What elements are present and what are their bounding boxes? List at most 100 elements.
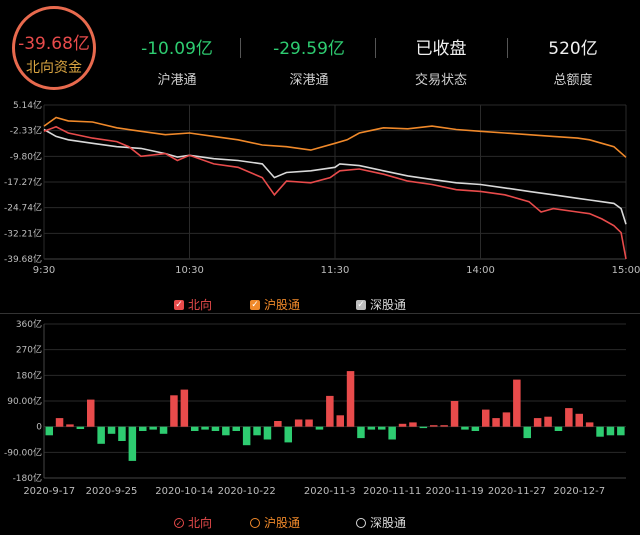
y-tick-label: -90.00亿 [4, 446, 42, 458]
bar [398, 423, 407, 427]
x-tick-label: 9:30 [33, 265, 55, 276]
intraday-flow-line-chart: 5.14亿 -2.33亿 -9.80亿 -17.27亿 -24.74亿 -32.21亿 -3… [4, 99, 640, 276]
x-tick-label: 2020-11-19 [425, 486, 483, 497]
y-tick-label: -39.68亿 [4, 253, 42, 265]
bar [294, 419, 303, 427]
bar [482, 409, 490, 427]
x-tick-label: 2020-11-11 [363, 486, 421, 497]
x-tick-label: 2020-11-3 [304, 486, 356, 497]
bar [357, 426, 365, 439]
bar [346, 371, 355, 427]
legend-label: 北向 [188, 298, 213, 312]
x-tick-label: 2020-10-22 [218, 486, 276, 497]
bar [378, 426, 386, 430]
legend-bar-sz[interactable]: 深股通 [356, 514, 406, 531]
legend-sz[interactable]: ✓ 深股通 [356, 296, 406, 313]
total-quota-label: 总额度 [553, 73, 593, 88]
x-tick-label: 2020-12-7 [553, 486, 605, 497]
y-tick-label: -24.74亿 [4, 202, 42, 214]
bar [263, 426, 272, 440]
bar [585, 422, 594, 427]
radio-icon [250, 517, 260, 528]
bar [191, 426, 199, 431]
bar [45, 426, 53, 436]
legend-bar-north[interactable]: ✓ 北向 [174, 514, 212, 531]
trade-status-stat: 已收盘 交易状态 [386, 34, 496, 88]
bar [242, 426, 251, 446]
bar [502, 412, 511, 427]
series-line-0 [43, 125, 627, 260]
legend-sh[interactable]: ✓ 沪股通 [250, 296, 300, 313]
bar [430, 425, 438, 427]
daily-flow-bar-chart: 360亿 270亿 180亿 90.00亿 0 -90.00亿 -180亿 2020-9-17… [4, 318, 626, 497]
divider [507, 38, 508, 58]
north-flow-circle[interactable]: -39.68亿 北向资金 [12, 6, 96, 90]
bar [159, 426, 168, 434]
bar [139, 426, 147, 431]
bar [326, 395, 334, 427]
x-tick-label: 2020-11-27 [488, 486, 546, 497]
bar [87, 399, 95, 427]
total-quota-value: 520亿 [548, 39, 598, 59]
total-quota-stat: 520亿 总额度 [518, 34, 628, 88]
bar [450, 401, 459, 427]
series-line-1 [43, 116, 627, 158]
sh-connect-label: 沪港通 [157, 73, 197, 88]
legend-label: 深股通 [370, 298, 407, 312]
y-tick-label: 360亿 [16, 318, 42, 330]
sh-connect-stat: -10.09亿 沪港通 [122, 34, 232, 88]
bar [315, 426, 324, 430]
bar [149, 426, 157, 430]
y-tick-label: 0 [36, 423, 42, 433]
checkbox-icon: ✓ [174, 299, 184, 310]
y-tick-label: -32.21亿 [4, 227, 42, 239]
sz-connect-value: -29.59亿 [273, 39, 345, 59]
legend-label: 北向 [188, 516, 213, 530]
bar [55, 418, 64, 427]
bar [606, 426, 615, 436]
bar [461, 426, 469, 430]
north-flow-value: -39.68亿 [18, 34, 90, 54]
bar [554, 426, 563, 431]
sh-connect-value: -10.09亿 [141, 39, 213, 59]
y-tick-label: -9.80亿 [10, 150, 42, 162]
bar [170, 395, 178, 427]
bar [617, 426, 625, 436]
bar [596, 426, 604, 437]
bar [222, 426, 230, 436]
bar [409, 422, 417, 427]
section-divider [0, 313, 640, 314]
y-tick-label: 270亿 [16, 344, 42, 356]
divider [375, 38, 376, 58]
bar [253, 426, 261, 436]
legend-label: 沪股通 [264, 516, 301, 530]
bar [523, 426, 531, 439]
bar [97, 426, 105, 444]
header: -39.68亿 北向资金 -10.09亿 沪港通 -29.59亿 深港通 已收盘… [0, 0, 640, 92]
bar [107, 426, 116, 434]
x-tick-label: 2020-9-25 [86, 486, 138, 497]
x-tick-label: 2020-10-14 [155, 486, 213, 497]
bar [274, 421, 282, 427]
bar [440, 425, 448, 427]
x-tick-label: 11:30 [321, 265, 350, 276]
bar [180, 389, 189, 427]
bar [544, 416, 552, 427]
legend-bar-sh[interactable]: 沪股通 [250, 514, 300, 531]
bar [388, 426, 396, 440]
legend-north[interactable]: ✓ 北向 [174, 296, 212, 313]
x-tick-label: 10:30 [175, 265, 204, 276]
bar [66, 424, 74, 427]
bar [76, 426, 85, 429]
bar [118, 426, 126, 441]
trade-status-value: 已收盘 [415, 39, 467, 59]
y-tick-label: 180亿 [16, 369, 42, 381]
divider [240, 38, 241, 58]
radio-icon [356, 517, 366, 528]
bar [513, 379, 521, 427]
legend-label: 沪股通 [264, 298, 301, 312]
bar [367, 426, 376, 430]
y-tick-label: -180亿 [13, 472, 42, 484]
y-tick-label: -17.27亿 [4, 176, 42, 188]
trade-status-label: 交易状态 [414, 73, 467, 88]
